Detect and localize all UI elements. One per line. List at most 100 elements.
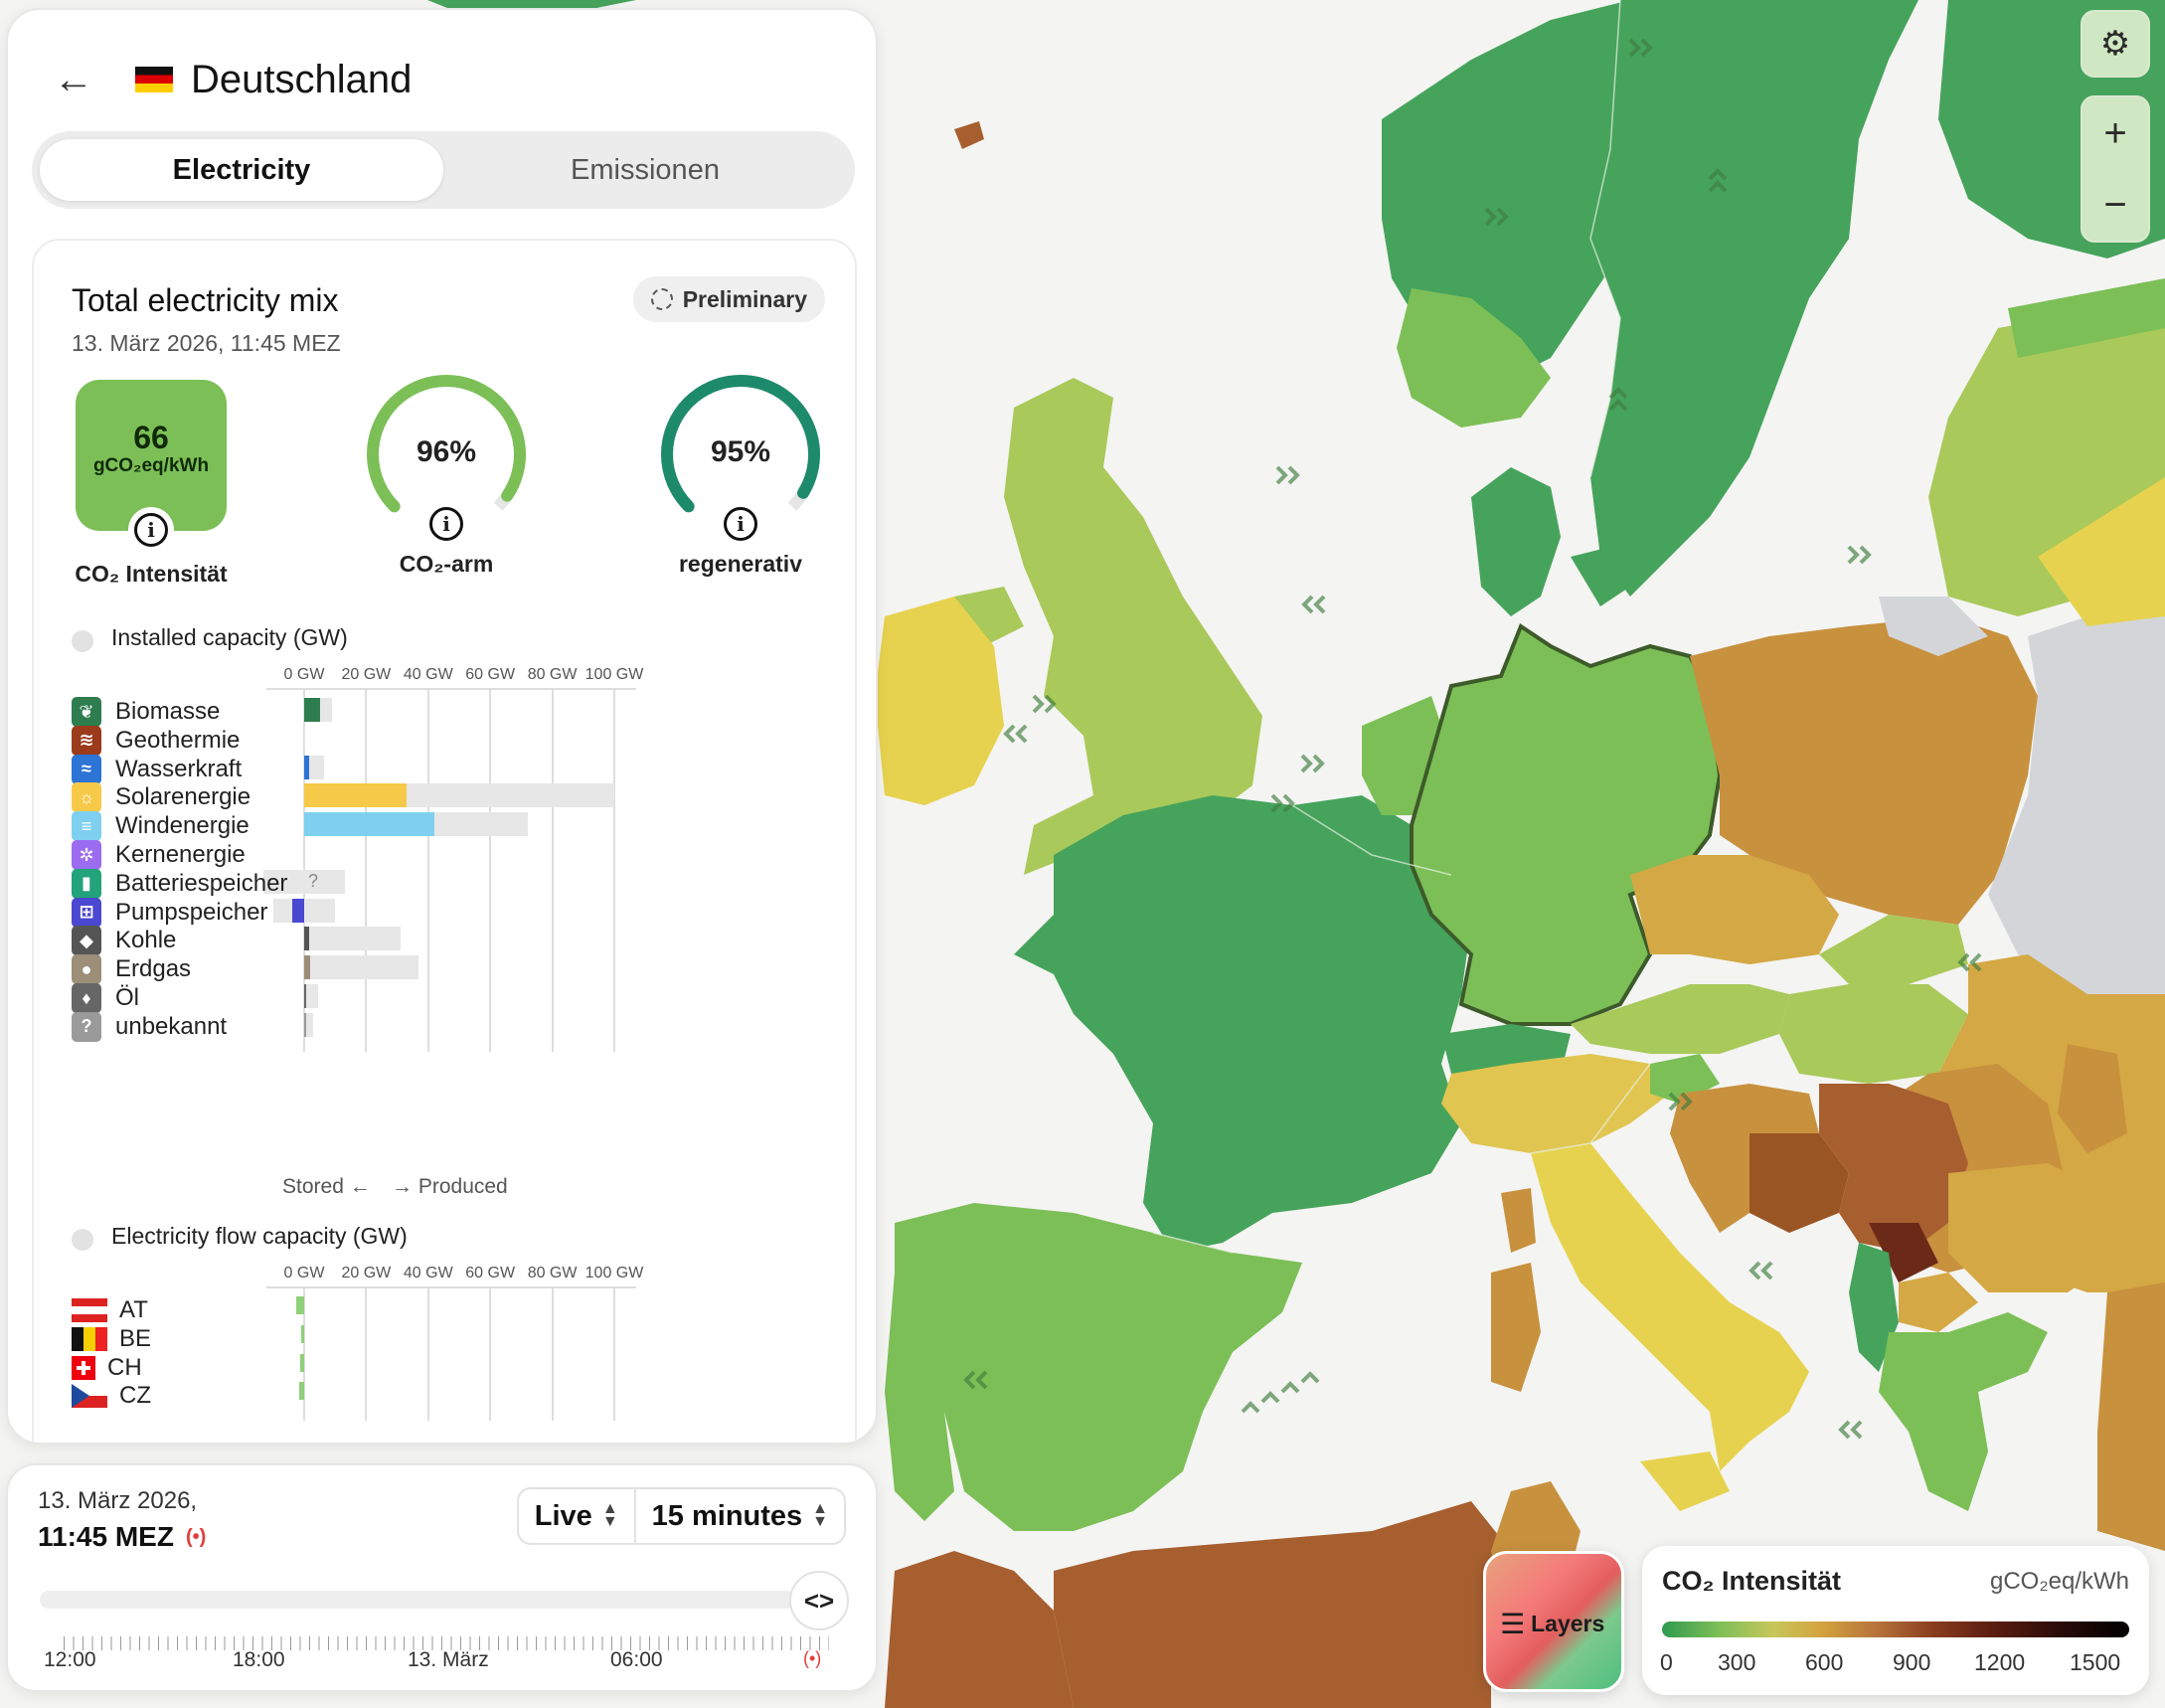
capacity-bar bbox=[304, 927, 401, 951]
pump-icon: ⊞ bbox=[72, 897, 101, 928]
map-region-italy-north bbox=[1441, 1054, 1670, 1153]
water-icon: ≈ bbox=[72, 754, 101, 784]
axis-tick-label: 40 GW bbox=[403, 1265, 453, 1281]
time-label: 18:00 bbox=[233, 1648, 285, 1671]
source-row[interactable]: ▮ Batteriespeicher bbox=[72, 866, 287, 902]
time-date: 13. März 2026, bbox=[38, 1487, 198, 1514]
map-region-sardinia bbox=[1491, 1263, 1541, 1392]
renewable-info-icon[interactable]: i bbox=[718, 501, 763, 547]
map-region-denmark bbox=[1471, 467, 1561, 616]
time-selectors: Live ▲ ▼ 15 minutes ▲ ▼ bbox=[516, 1487, 846, 1545]
flow-row[interactable]: BE bbox=[72, 1321, 151, 1357]
map-region-spain bbox=[895, 1203, 1302, 1531]
co2-intensity-value: 66 bbox=[133, 420, 169, 456]
source-row[interactable]: ≋ Geothermie bbox=[72, 723, 240, 759]
produced-bar bbox=[304, 783, 407, 808]
legend-tick: 900 bbox=[1893, 1649, 1931, 1675]
map-region-northern-ireland bbox=[954, 587, 1024, 646]
map-region-algeria bbox=[1054, 1501, 1511, 1708]
grid-line bbox=[551, 1286, 554, 1422]
source-row[interactable]: ? unbekannt bbox=[72, 1009, 227, 1045]
flow-bar bbox=[300, 1353, 304, 1372]
zoom-in-button[interactable]: + bbox=[2103, 110, 2127, 155]
map-region-turkey bbox=[2097, 1282, 2165, 1551]
map-region-denmark-east bbox=[1571, 547, 1630, 606]
map-region-bulgaria bbox=[1948, 1163, 2127, 1292]
source-row[interactable]: ≡ Windenergie bbox=[72, 808, 250, 844]
capacity-bar bbox=[304, 898, 336, 923]
low-carbon-value: 96% bbox=[416, 435, 477, 468]
tab-emissionen[interactable]: Emissionen bbox=[571, 153, 720, 186]
map-region-hungary bbox=[1779, 984, 1968, 1084]
source-name: Batteriespeicher bbox=[115, 869, 288, 897]
interval-select[interactable]: 15 minutes ▲ ▼ bbox=[633, 1489, 844, 1543]
layers-button[interactable]: ☰ Layers bbox=[1483, 1551, 1624, 1692]
source-name: unbekannt bbox=[115, 1012, 228, 1040]
map-region-italy bbox=[1531, 1143, 1809, 1471]
time-label: 06:00 bbox=[610, 1648, 663, 1671]
chevron-updown-icon: ▲ ▼ bbox=[601, 1500, 618, 1530]
map-region-norway-south bbox=[1397, 288, 1551, 427]
dashed-circle-icon bbox=[650, 288, 673, 310]
legend-tick: 0 bbox=[1660, 1649, 1673, 1675]
co2-info-icon[interactable]: i bbox=[128, 507, 174, 553]
flow-row[interactable]: AT bbox=[72, 1292, 148, 1328]
preliminary-badge[interactable]: Preliminary bbox=[632, 276, 825, 322]
source-row[interactable]: ♦ Öl bbox=[72, 980, 139, 1016]
stored-label: Stored ← bbox=[282, 1175, 371, 1198]
code-brackets-icon[interactable]: <> bbox=[789, 1571, 849, 1630]
map-region-top-strip bbox=[427, 0, 636, 8]
grid-line bbox=[551, 688, 554, 1052]
mode-select[interactable]: Live ▲ ▼ bbox=[519, 1489, 634, 1543]
wind-arrows bbox=[963, 38, 1982, 1440]
source-row[interactable]: ☼ Solarenergie bbox=[72, 779, 250, 815]
tab-electricity[interactable]: Electricity bbox=[40, 139, 443, 201]
source-row[interactable]: ◆ Kohle bbox=[72, 923, 176, 958]
mode-value: Live bbox=[534, 1499, 592, 1532]
flow-row[interactable]: CH bbox=[72, 1350, 142, 1386]
stored-bar bbox=[291, 898, 304, 923]
grid-line bbox=[365, 688, 368, 1052]
source-row[interactable]: ⊞ Pumpspeicher bbox=[72, 895, 267, 931]
low-carbon-info-icon[interactable]: i bbox=[423, 501, 469, 547]
flow-row[interactable]: CZ bbox=[72, 1378, 151, 1414]
map-region-belarus bbox=[1988, 597, 2165, 994]
renewable-label: regenerativ bbox=[678, 551, 802, 577]
source-row[interactable]: ✲ Kernenergie bbox=[72, 837, 246, 873]
battery-icon: ▮ bbox=[72, 868, 101, 899]
axis-tick-label: 80 GW bbox=[527, 666, 578, 683]
time-ticks bbox=[64, 1636, 829, 1650]
axis-tick-label: 20 GW bbox=[341, 1265, 392, 1281]
flow-bar bbox=[295, 1296, 304, 1314]
time-controller: 13. März 2026, 11:45 MEZ (•) Live ▲ ▼ 15 m… bbox=[6, 1463, 878, 1692]
capacity-toggle[interactable] bbox=[72, 630, 93, 652]
coal-icon: ◆ bbox=[72, 926, 101, 956]
flow-title: Electricity flow capacity (GW) bbox=[111, 1223, 408, 1249]
panel-tabs: Electricity Emissionen bbox=[32, 131, 855, 209]
source-name: Erdgas bbox=[115, 955, 192, 983]
gear-icon[interactable]: ⚙ bbox=[2081, 10, 2150, 78]
map-region-serbia bbox=[1819, 1084, 1968, 1253]
flow-country-code: AT bbox=[119, 1296, 148, 1323]
map-region-great-britain bbox=[1004, 378, 1262, 875]
arrow-left-icon[interactable]: ← bbox=[54, 58, 93, 101]
axis-line bbox=[266, 688, 636, 690]
source-name: Kernenergie bbox=[115, 841, 246, 868]
source-name: Windenergie bbox=[115, 812, 250, 840]
atom-icon: ✲ bbox=[72, 840, 101, 870]
flow-toggle[interactable] bbox=[72, 1229, 93, 1251]
layers-label: Layers bbox=[1531, 1611, 1605, 1636]
source-row[interactable]: ❦ Biomasse bbox=[72, 694, 220, 730]
source-row[interactable]: ● Erdgas bbox=[72, 951, 191, 987]
co2-intensity-unit: gCO₂eq/kWh bbox=[92, 454, 210, 476]
time-slider-track[interactable] bbox=[40, 1591, 795, 1609]
flag-de-icon bbox=[135, 67, 173, 92]
time-value: 11:45 MEZ bbox=[38, 1521, 174, 1552]
zoom-out-button[interactable]: − bbox=[2103, 182, 2127, 227]
storage-capacity-bar bbox=[263, 869, 304, 894]
zone-details-panel: ← Deutschland Electricity Emissionen Tot… bbox=[6, 8, 878, 1445]
gas-icon: ● bbox=[72, 954, 101, 985]
live-broadcast-icon[interactable]: (•) bbox=[803, 1648, 822, 1668]
flag-cz-icon bbox=[72, 1384, 107, 1409]
source-row[interactable]: ≈ Wasserkraft bbox=[72, 752, 242, 787]
